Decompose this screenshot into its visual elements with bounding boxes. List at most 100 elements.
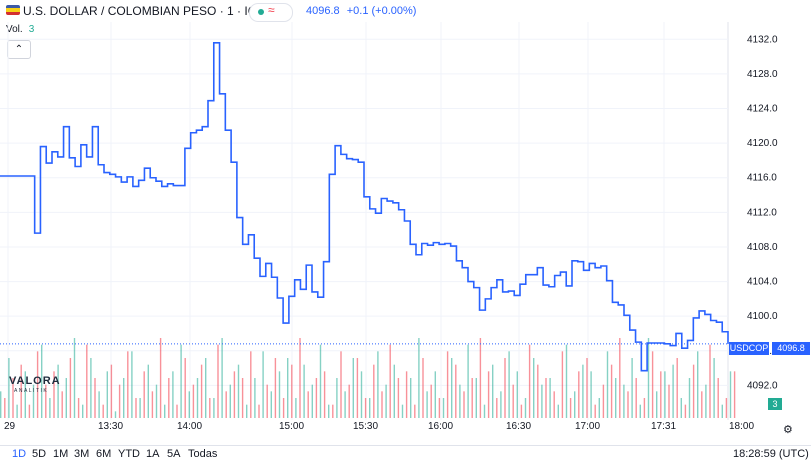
range-button-1m[interactable]: 1M — [53, 448, 69, 460]
volume-bar — [537, 364, 539, 418]
price-badge: 4096.8 — [772, 342, 810, 355]
volume-bar — [418, 338, 420, 418]
clock[interactable]: 18:28:59 (UTC) — [733, 448, 809, 460]
last-price: 4096.8 — [306, 5, 340, 17]
x-tick-label: 15:30 — [353, 421, 379, 432]
volume-bar — [299, 338, 301, 418]
volume-legend[interactable]: Vol. 3 — [6, 24, 34, 35]
x-tick-label: 13:30 — [98, 421, 124, 432]
volume-bar — [287, 358, 289, 418]
y-tick-label: 4120.0 — [747, 138, 778, 149]
volume-bar — [41, 344, 43, 418]
market-status-pill[interactable] — [249, 3, 293, 22]
volume-bar — [442, 398, 445, 418]
volume-bar — [377, 351, 379, 418]
us-colombia-flag-icon — [6, 5, 20, 15]
volume-bar — [86, 344, 88, 418]
volume-bar — [446, 351, 449, 418]
volume-bar — [598, 398, 600, 418]
range-button-5d[interactable]: 5D — [32, 448, 47, 460]
volume-bar — [672, 364, 674, 418]
volume-bar — [434, 371, 436, 418]
volume-bar — [282, 398, 285, 418]
volume-bar — [528, 344, 531, 418]
volume-bar — [348, 384, 350, 418]
volume-bar — [188, 391, 190, 418]
y-tick-label: 4108.0 — [747, 242, 778, 253]
volume-bar — [164, 404, 166, 418]
volume-bar — [254, 378, 256, 418]
volume-bar — [729, 371, 732, 418]
volume-bar — [389, 344, 391, 418]
volume-bar — [606, 351, 609, 418]
valora-logo-text: VALORA — [9, 375, 61, 387]
volume-bar — [225, 391, 227, 418]
volume-bar — [422, 358, 424, 418]
volume-bar — [0, 391, 2, 418]
volume-bar — [524, 398, 527, 418]
time-axis[interactable]: 29 13:30 14:00 15:00 15:30 16:00 16:30 17:00 17:… — [0, 420, 811, 434]
volume-bar — [623, 384, 625, 418]
volume-bar — [725, 398, 728, 418]
range-button-5a[interactable]: 5A — [167, 448, 181, 460]
range-selector: 1D 5D 1M 3M 6M YTD 1A 5A Todas — [0, 446, 811, 468]
volume-bar — [180, 344, 182, 418]
volume-bar — [487, 371, 490, 418]
volume-bar — [356, 358, 359, 418]
volume-label: Vol. — [6, 24, 23, 35]
volume-bar — [196, 378, 199, 418]
volume-bar — [172, 371, 174, 418]
y-tick-label: 4112.0 — [747, 207, 777, 218]
volume-bar — [98, 391, 100, 418]
volume-bar — [553, 391, 555, 418]
volume-bar — [578, 371, 580, 418]
volume-bar — [360, 371, 363, 418]
volume-bar — [32, 384, 35, 418]
volume-bar — [266, 384, 268, 418]
y-tick-label: 4104.0 — [747, 277, 778, 288]
volume-bar — [332, 404, 334, 418]
range-button-1a[interactable]: 1A — [146, 448, 160, 460]
y-tick-label: 4092.0 — [747, 380, 778, 391]
x-tick-label: 15:00 — [279, 421, 305, 432]
volume-bar — [328, 404, 330, 418]
volume-bar — [110, 364, 113, 418]
range-button-ytd[interactable]: YTD — [118, 448, 140, 460]
volume-bar — [340, 351, 342, 418]
volume-bar — [385, 384, 387, 418]
price-chart[interactable]: 4132.0 4128.0 4124.0 4120.0 4116.0 4112.0 4108… — [0, 22, 811, 420]
volume-bar — [28, 404, 31, 418]
volume-bar — [24, 371, 26, 418]
volume-bar — [69, 358, 72, 418]
volume-bar — [500, 391, 502, 418]
range-button-3m[interactable]: 3M — [74, 448, 90, 460]
volume-bar — [118, 384, 121, 418]
volume-bar — [315, 378, 318, 418]
settings-gear-icon[interactable]: ⚙ — [783, 424, 793, 436]
volume-bar — [660, 371, 662, 418]
symbol-title[interactable]: U.S. DOLLAR / COLOMBIAN PESO · 1 · ICE — [23, 4, 265, 18]
volume-bar — [209, 398, 211, 418]
volume-bar — [545, 378, 547, 418]
volume-badge: 3 — [768, 398, 782, 410]
volume-bar — [565, 344, 568, 418]
volume-bar — [65, 378, 67, 418]
volume-bar — [168, 378, 170, 418]
volume-bar — [45, 384, 47, 418]
range-button-todas[interactable]: Todas — [188, 448, 218, 460]
y-tick-label: 4124.0 — [747, 104, 778, 115]
volume-bar — [684, 404, 687, 418]
volume-bar — [270, 391, 272, 418]
volume-bar — [102, 404, 104, 418]
x-tick-label: 14:00 — [177, 421, 203, 432]
range-button-1d[interactable]: 1D — [12, 448, 27, 460]
volume-bar — [20, 364, 22, 418]
volume-bar — [57, 364, 59, 418]
header-price: 4096.8 +0.1 (+0.00%) — [306, 5, 416, 17]
range-button-6m[interactable]: 6M — [96, 448, 112, 460]
volume-bar — [8, 358, 10, 418]
volume-bar — [651, 351, 654, 418]
volume-bar — [250, 351, 252, 418]
volume-bar — [508, 351, 510, 418]
volume-bar — [49, 398, 51, 418]
